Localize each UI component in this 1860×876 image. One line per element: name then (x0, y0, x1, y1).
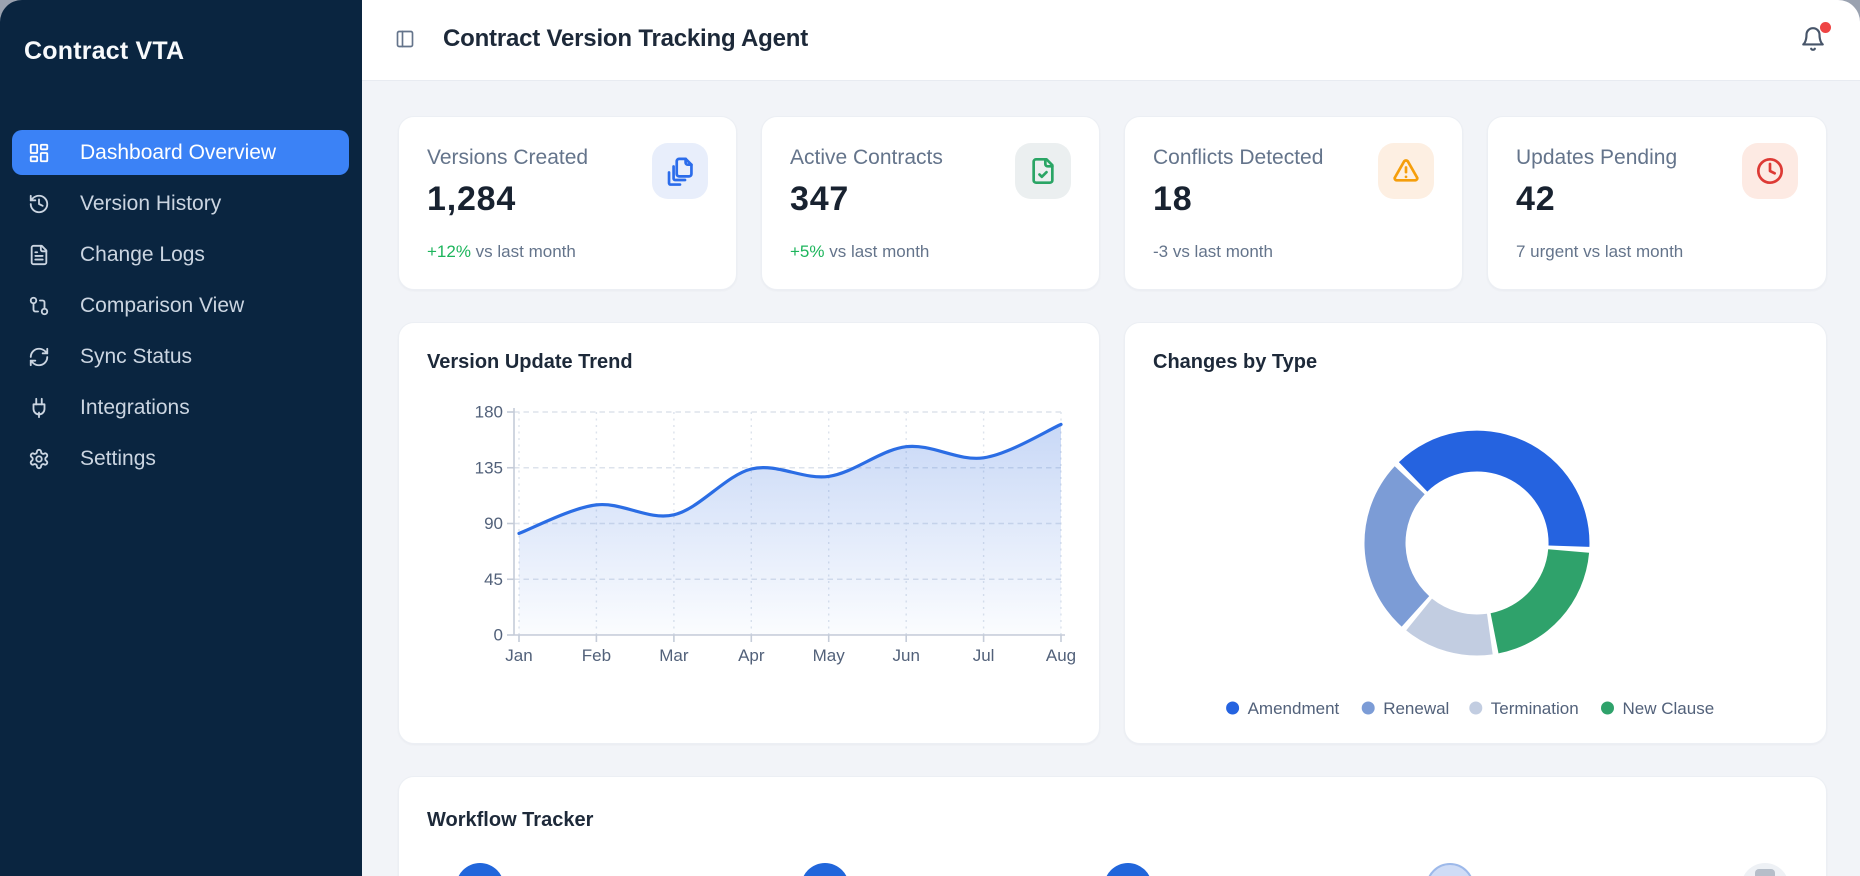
svg-text:May: May (813, 646, 846, 665)
svg-text:Aug: Aug (1046, 646, 1076, 665)
svg-text:0: 0 (494, 626, 503, 645)
svg-text:90: 90 (484, 514, 503, 533)
svg-text:Mar: Mar (659, 646, 689, 665)
svg-text:Termination: Termination (1491, 699, 1579, 718)
svg-text:Feb: Feb (582, 646, 611, 665)
svg-text:135: 135 (475, 458, 503, 477)
svg-text:Apr: Apr (738, 646, 765, 665)
svg-text:Jun: Jun (892, 646, 919, 665)
svg-text:45: 45 (484, 570, 503, 589)
svg-text:Renewal: Renewal (1383, 699, 1449, 718)
svg-text:Jan: Jan (505, 646, 532, 665)
svg-text:180: 180 (475, 403, 503, 422)
svg-text:Jul: Jul (973, 646, 995, 665)
svg-text:Amendment: Amendment (1248, 699, 1340, 718)
svg-text:New Clause: New Clause (1623, 699, 1715, 718)
